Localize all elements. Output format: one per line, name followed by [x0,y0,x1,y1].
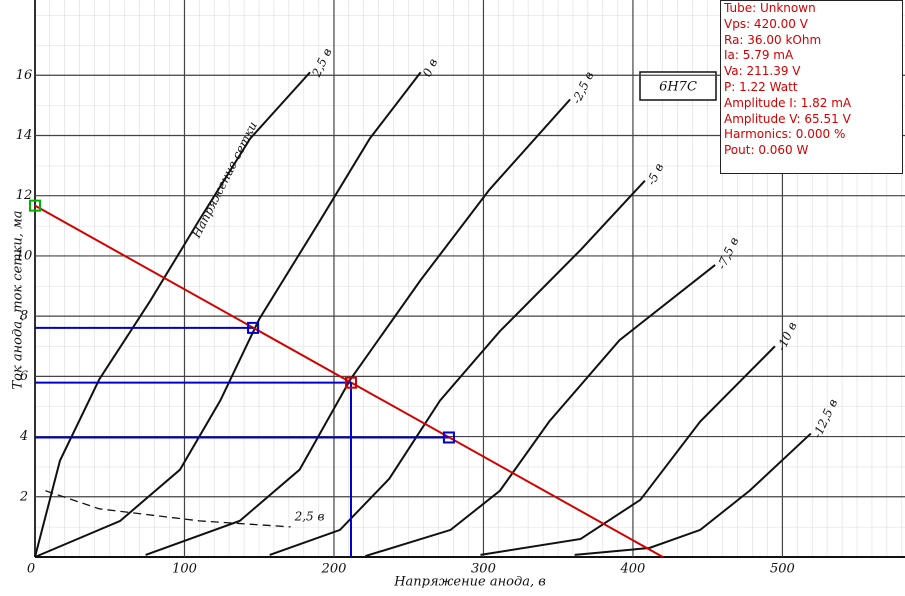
curve-label: 2,5 в [294,509,325,523]
curve [574,432,812,556]
swing-marker [442,431,455,444]
chart-title: 6Н7С [659,80,697,95]
info-line: Amplitude I: 1.82 mA [724,95,852,110]
swing-marker [247,321,260,334]
y-tick-label: 8 [20,309,28,324]
y-tick-label: 16 [16,68,33,83]
curve [480,345,776,556]
x-tick-label: 500 [770,562,795,577]
y-tick-label: 10 [16,248,33,263]
info-line: Pout: 0.060 W [724,143,809,158]
y-tick-label: 6 [20,369,28,384]
x-tick-label: 300 [471,562,496,577]
operating-marker [344,376,357,389]
info-line: Amplitude V: 65.51 V [724,111,851,126]
curve [34,71,422,558]
supply-marker [29,199,41,212]
info-line: Tube: Unknown [724,1,816,15]
y-tick-label: 2 [19,489,28,504]
info-panel: Tube: Unknown Vps: 420.00 V Ra: 36.00 kOhm… [720,0,903,174]
y-tick-label: 4 [19,429,28,444]
x-tick-label: 200 [321,562,347,577]
info-line: Va: 211.39 V [724,64,801,79]
info-line: Ra: 36.00 kOhm [724,32,822,47]
info-line: P: 1.22 Watt [724,79,798,94]
x-tick-label: 400 [620,562,646,577]
info-line: Vps: 420.00 V [724,16,808,31]
y-tick-label: 12 [16,188,33,203]
x-tick-label: 0 [27,562,35,577]
curve [365,264,716,558]
title-box [639,71,717,101]
curve [145,98,571,556]
load-line [34,204,664,558]
curve [45,490,291,528]
x-tick-label: 100 [172,562,197,577]
x-axis-label: Напряжение анода, в [393,575,546,590]
y-axis-label: Ток анода, ток сетки, ма [11,210,26,389]
curve [269,179,646,556]
info-line: Ia: 5.79 mA [724,48,794,63]
y-tick-label: 14 [16,128,33,143]
curve [34,71,311,558]
info-line: Harmonics: 0.000 % [724,127,846,142]
